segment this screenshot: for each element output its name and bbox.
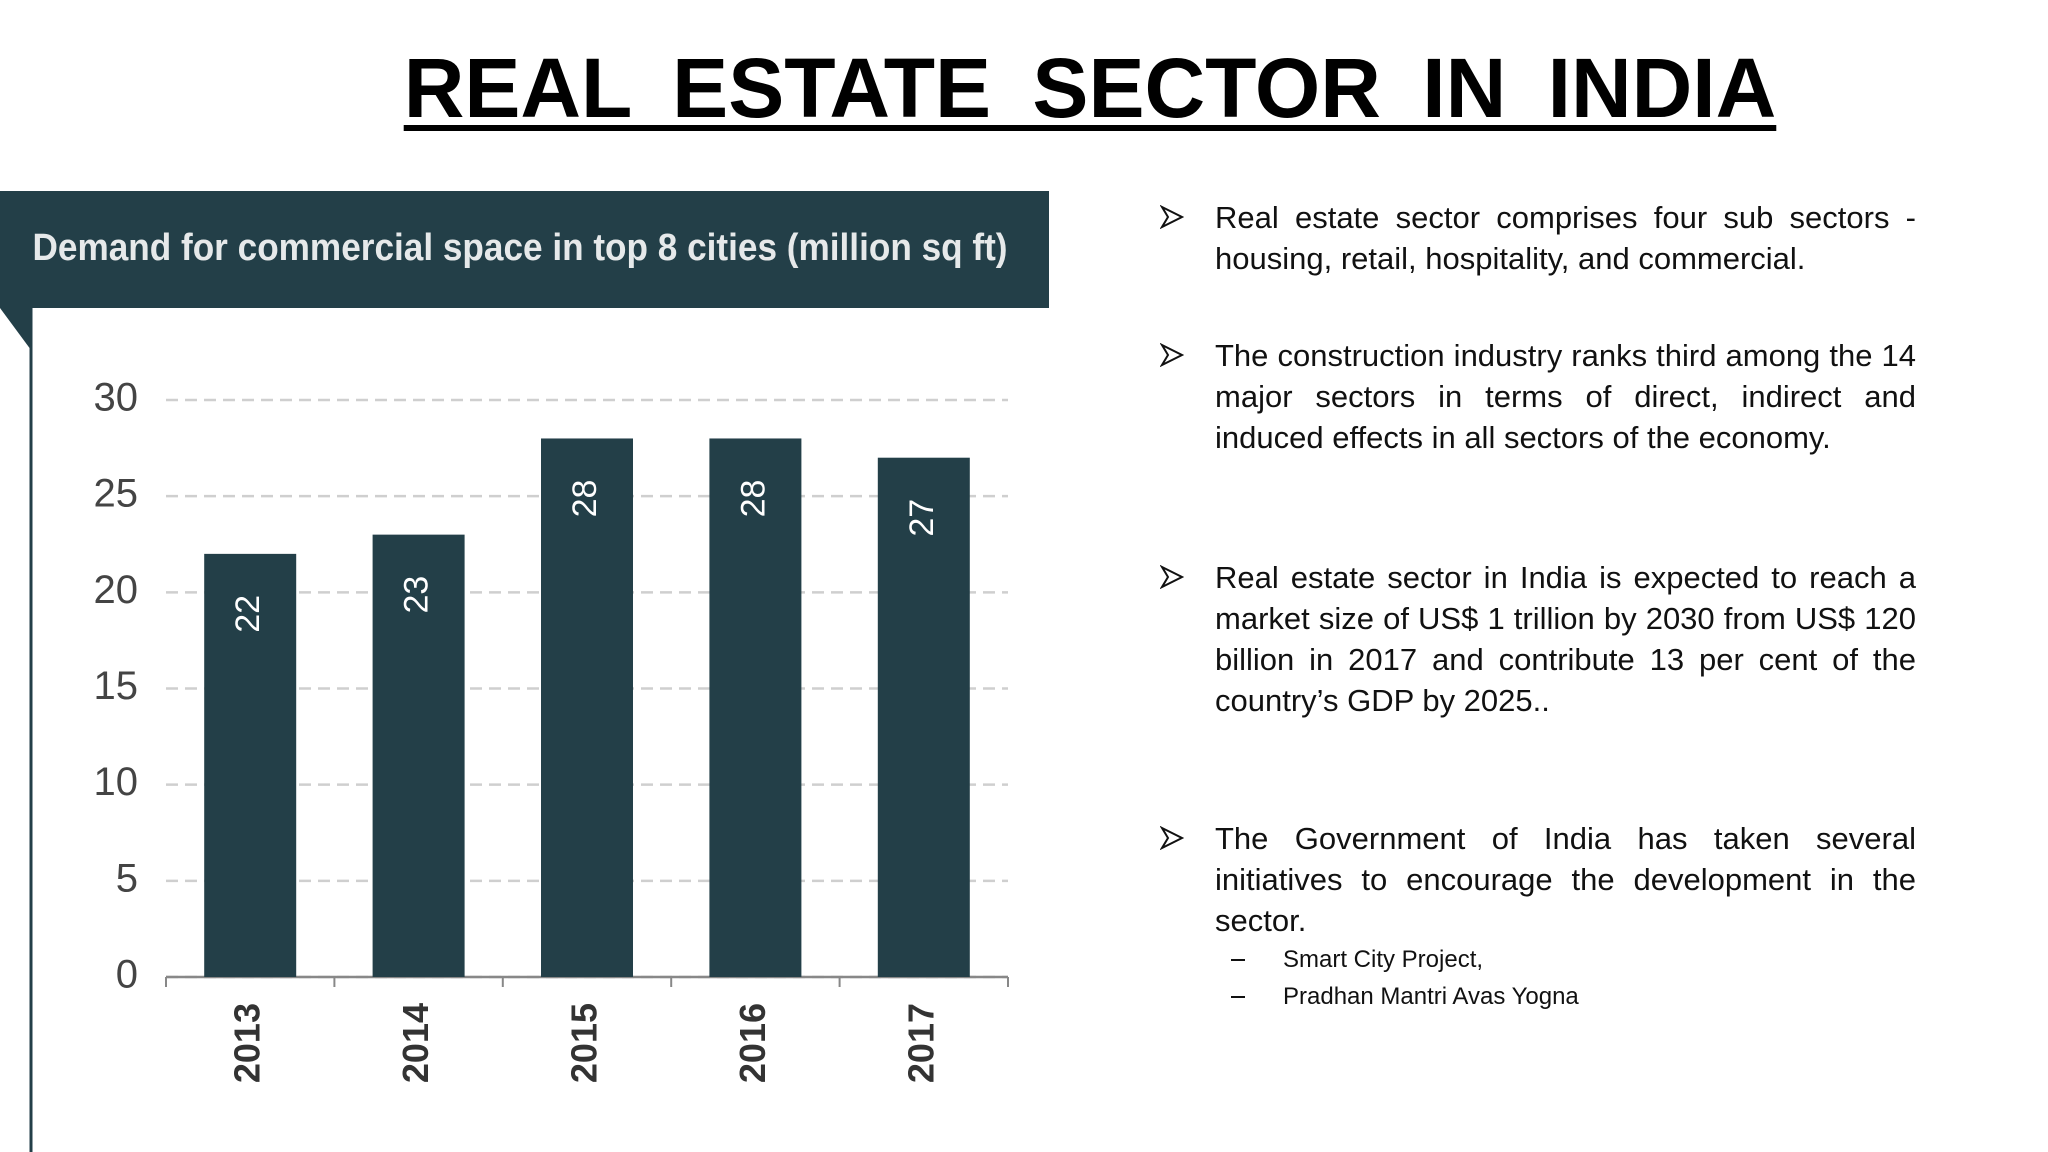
- slide-title: REAL ESTATE SECTOR IN INDIA: [403, 41, 1777, 135]
- sub-bullet: Smart City Project,: [1231, 941, 1916, 978]
- bullet-item: Real estate sector comprises four sub se…: [1160, 197, 1916, 279]
- bullet-item: The Government of India has taken severa…: [1160, 818, 1916, 1015]
- bullet-item: Real estate sector in India is expected …: [1160, 557, 1916, 721]
- value-label: 28: [734, 480, 772, 518]
- x-tick-label: 2017: [900, 1003, 941, 1083]
- y-tick-label: 0: [116, 953, 138, 997]
- bar: [204, 553, 297, 977]
- value-label: 28: [566, 480, 604, 518]
- bar: [372, 534, 465, 977]
- y-tick-label: 10: [94, 760, 139, 804]
- value-label: 22: [229, 595, 267, 633]
- bullet-text: Real estate sector in India is expected …: [1215, 560, 1916, 718]
- header-corner: [0, 308, 31, 350]
- bar: [877, 457, 970, 977]
- x-tick-label: 2013: [227, 1003, 268, 1083]
- y-tick-label: 20: [94, 568, 139, 612]
- x-tick-label: 2016: [732, 1003, 773, 1083]
- value-label: 27: [903, 499, 941, 537]
- value-label: 23: [398, 576, 436, 614]
- y-tick-label: 30: [94, 376, 139, 420]
- y-tick-label: 5: [116, 856, 138, 900]
- chart-title: Demand for commercial space in top 8 cit…: [33, 227, 1008, 269]
- bar: [709, 438, 802, 977]
- bullet-arrow: [1160, 343, 1184, 367]
- bullet-arrow: [1160, 565, 1184, 589]
- bullet-arrow: [1160, 205, 1184, 229]
- x-tick-label: 2015: [564, 1003, 605, 1083]
- bullet-arrow: [1160, 826, 1184, 850]
- chart-header: [0, 191, 1049, 308]
- chart: Demand for commercial space in top 8 cit…: [0, 191, 1049, 1152]
- y-tick-label: 15: [94, 664, 139, 708]
- bar: [541, 438, 633, 977]
- bullet-text: The construction industry ranks third am…: [1215, 338, 1916, 455]
- bullet-text: The Government of India has taken severa…: [1215, 821, 1916, 938]
- y-tick-label: 25: [94, 472, 139, 516]
- bullet-text: Real estate sector comprises four sub se…: [1215, 200, 1916, 276]
- bullet-item: The construction industry ranks third am…: [1160, 335, 1916, 458]
- sub-bullet: Pradhan Mantri Avas Yogna: [1231, 978, 1916, 1015]
- x-tick-label: 2014: [395, 1003, 436, 1083]
